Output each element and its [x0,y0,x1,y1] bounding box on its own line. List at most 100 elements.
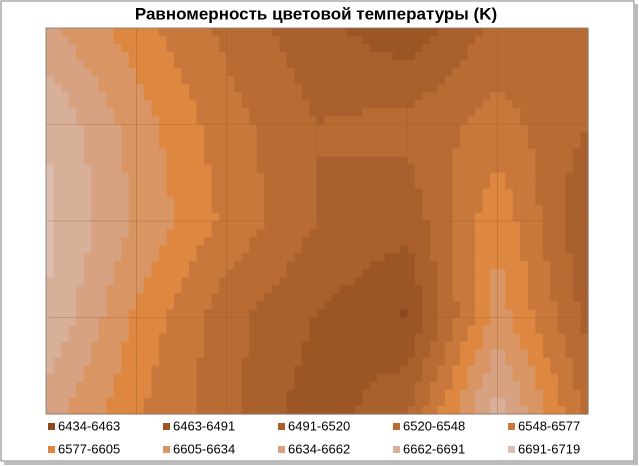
contour-cell [452,341,461,351]
contour-cell [550,341,559,351]
contour-cell [520,92,529,101]
contour-cell [241,108,250,118]
contour-cell [128,212,137,222]
contour-cell [83,36,92,45]
contour-cell [565,333,574,343]
contour-cell [497,349,506,359]
contour-cell [550,357,559,367]
contour-cell [392,301,401,311]
contour-cell [399,381,408,391]
contour-cell [422,309,431,319]
contour-cell [173,92,183,101]
contour-cell [226,253,235,262]
contour-cell [128,68,137,77]
contour-cell [557,100,567,110]
contour-cell [211,301,220,311]
contour-cell [324,357,333,367]
contour-cell [557,277,567,286]
contour-cell [226,277,235,286]
contour-cell [399,28,408,37]
contour-cell [196,132,205,142]
contour-cell [407,357,416,367]
contour-cell [189,100,198,110]
contour-cell [136,76,145,85]
contour-cell [158,253,168,262]
contour-cell [384,365,393,375]
contour-cell [196,229,205,238]
contour-cell [286,309,296,319]
contour-cell [332,253,341,262]
contour-cell [332,148,341,158]
contour-cell [53,341,62,351]
contour-cell [557,36,567,45]
contour-cell [467,148,476,158]
contour-cell [362,381,371,391]
contour-cell [143,221,152,230]
contour-cell [490,180,499,190]
contour-cell [76,100,85,110]
contour-cell [572,285,582,294]
contour-cell [241,325,250,335]
contour-cell [294,52,303,61]
contour-cell [61,60,70,69]
contour-cell [271,140,280,150]
contour-cell [158,221,168,230]
contour-cell [490,28,499,37]
contour-cell [399,68,408,77]
contour-cell [309,52,318,61]
legend-swatch [508,423,515,430]
contour-cell [414,309,423,319]
contour-cell [444,261,454,270]
contour-cell [377,309,386,319]
contour-cell [550,261,559,270]
contour-cell [512,293,521,303]
contour-cell [91,132,100,142]
contour-cell [106,389,115,399]
contour-cell [106,52,115,61]
contour-cell [189,52,198,61]
contour-cell [512,124,521,134]
contour-cell [339,245,348,254]
contour-cell [91,44,100,53]
plot-border [45,27,589,415]
contour-cell [68,405,77,415]
contour-cell [527,261,536,270]
contour-cell [61,180,70,190]
contour-cell [414,212,423,222]
contour-cell [497,212,506,222]
contour-cell [256,317,265,327]
contour-cell [121,52,130,61]
contour-cell [271,156,280,166]
contour-cell [279,405,288,415]
contour-cell [565,285,574,294]
contour-cell [136,100,145,110]
contour-cell [46,381,55,391]
contour-cell [241,237,250,246]
legend-label: 6662-6691 [403,441,465,456]
contour-cell [460,285,469,294]
contour-cell [429,44,439,53]
contour-cell [317,301,326,311]
contour-cell [572,365,582,375]
contour-cell [520,325,529,335]
contour-cell [76,373,85,383]
contour-cell [384,253,393,262]
contour-cell [437,212,446,222]
contour-cell [392,277,401,286]
contour-cell [399,108,408,118]
contour-cell [256,52,265,61]
contour-cell [98,180,107,190]
contour-cell [234,84,243,93]
contour-cell [91,389,100,399]
contour-cell [61,261,70,270]
contour-cell [113,269,122,278]
contour-cell [324,212,333,222]
contour-cell [422,333,431,343]
contour-cell [347,172,356,182]
contour-cell [347,188,356,198]
contour-cell [354,397,363,407]
contour-cell [91,405,100,415]
contour-cell [121,140,130,150]
contour-cell [520,397,529,407]
contour-cell [106,253,115,262]
